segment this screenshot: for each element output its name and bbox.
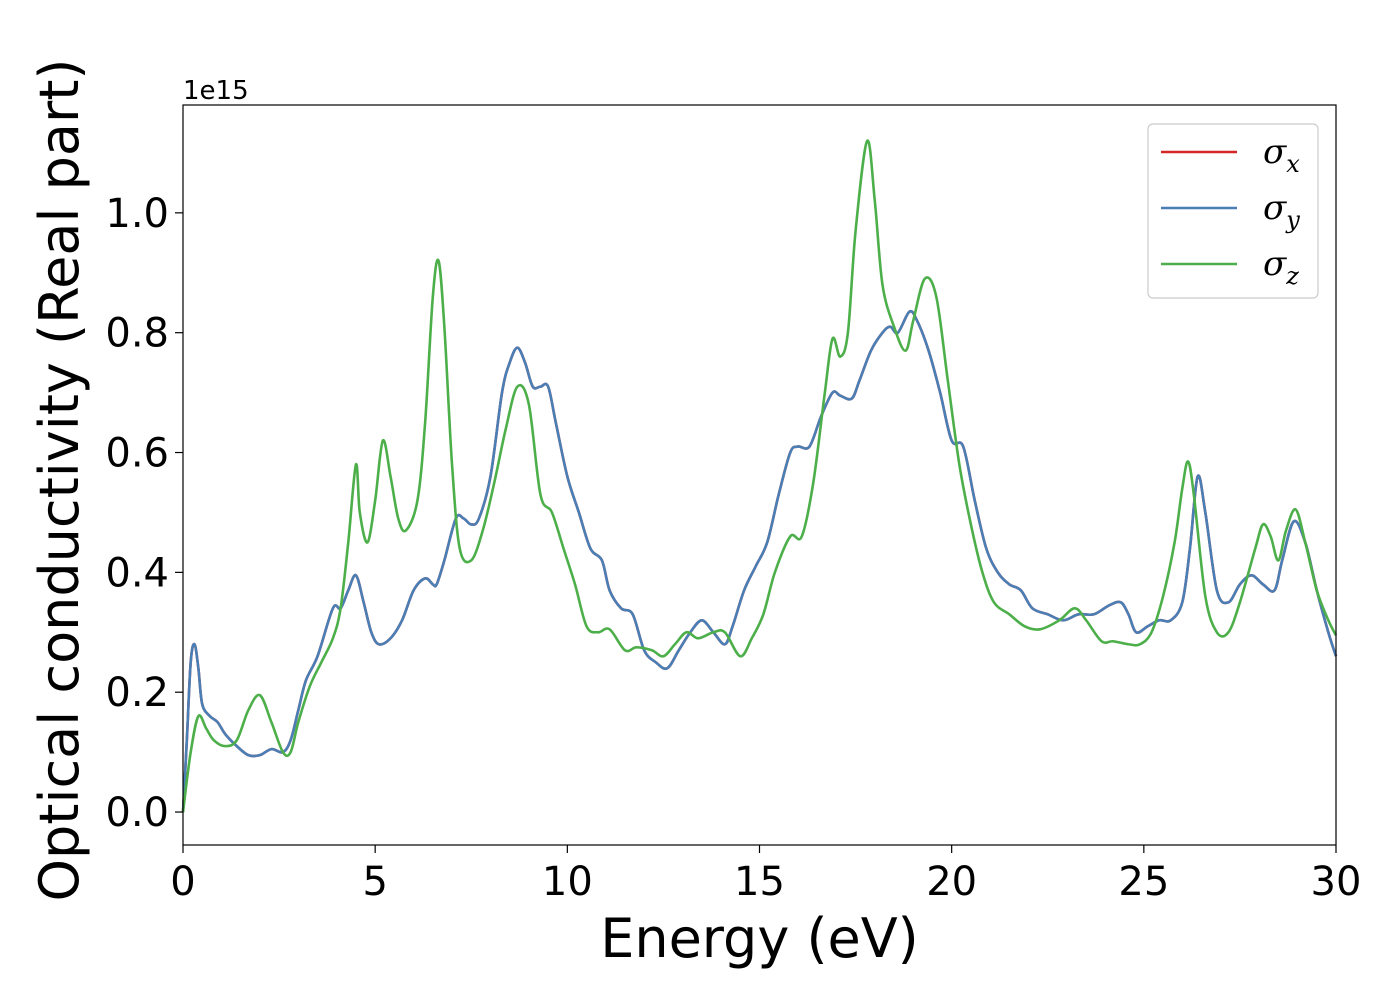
y-axis: 0.0 0.2 0.4 0.6 0.8 1.0 [105,191,183,836]
series-line-z [181,139,1338,813]
y-tick-label: 0.2 [105,670,169,716]
legend-label-y: σy [1263,188,1300,234]
x-tick-label: 20 [926,859,977,905]
x-tick-label: 30 [1311,859,1362,905]
y-tick-label: 0.8 [105,311,169,357]
x-axis: 0 5 10 15 20 25 30 [170,845,1361,905]
x-axis-label: Energy (eV) [600,907,919,970]
x-tick-label: 25 [1118,859,1169,905]
x-tick-label: 5 [362,859,387,905]
legend-label-x: σx [1263,132,1300,178]
x-tick-label: 0 [170,859,195,905]
y-tick-label: 0.0 [105,790,169,836]
legend: σx σy σz [1147,123,1319,299]
x-tick-label: 15 [734,859,785,905]
y-tick-label: 0.4 [105,550,169,596]
x-tick-label: 10 [542,859,593,905]
legend-box [1147,123,1319,299]
y-axis-label: Optical conductivity (Real part) [28,59,91,902]
y-tick-label: 1.0 [105,191,169,237]
y-offset-text: 1e15 [183,76,249,106]
y-tick-label: 0.6 [105,431,169,477]
series-layer [181,139,1338,813]
legend-label-z: σz [1263,244,1299,290]
